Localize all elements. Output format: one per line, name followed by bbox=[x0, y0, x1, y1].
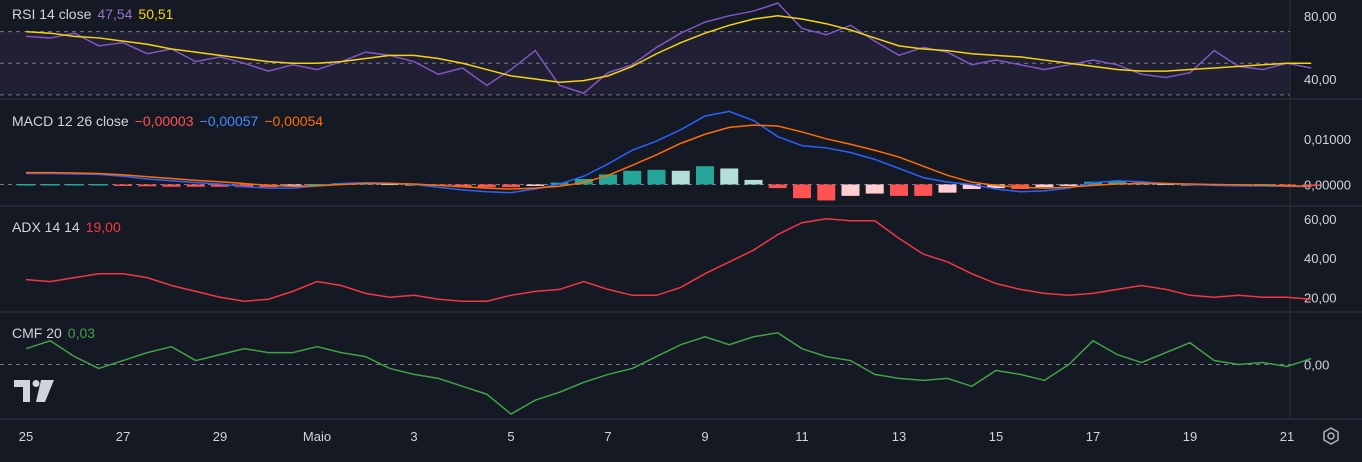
x-axis-label: 25 bbox=[19, 429, 33, 444]
macd-histogram-bar bbox=[17, 184, 35, 186]
y-axis-tick-label: 0,01000 bbox=[1304, 132, 1351, 147]
macd-line-legend-value: −0,00057 bbox=[199, 113, 259, 129]
x-axis-label: 9 bbox=[701, 429, 708, 444]
y-axis-tick-label: 60,00 bbox=[1304, 212, 1337, 227]
macd-histogram-bar bbox=[623, 170, 642, 185]
x-axis-label: 17 bbox=[1086, 429, 1100, 444]
macd-histogram-bar bbox=[89, 184, 108, 186]
macd-histogram-bar bbox=[186, 184, 205, 187]
macd-line bbox=[26, 110, 1312, 194]
macd-histogram-bar bbox=[211, 184, 229, 187]
y-axis-tick-label: 40,00 bbox=[1304, 72, 1337, 87]
macd-histogram-bar bbox=[65, 184, 84, 186]
macd-histogram-bar bbox=[720, 168, 739, 185]
settings-icon[interactable] bbox=[1320, 425, 1342, 447]
macd-signal-line bbox=[26, 124, 1312, 190]
rsi-legend-value: 47,54 bbox=[97, 6, 133, 22]
macd-histogram-bar bbox=[1035, 184, 1054, 188]
x-axis-label: 7 bbox=[604, 429, 611, 444]
macd-histogram-bar bbox=[502, 184, 520, 188]
x-axis-label: Maio bbox=[303, 429, 331, 444]
macd-histogram-bar bbox=[768, 184, 787, 189]
macd-histogram-bar bbox=[744, 179, 763, 185]
rsi-ma-line bbox=[25, 15, 1312, 83]
macd-histogram-bar bbox=[1108, 181, 1127, 185]
macd-histogram-bar bbox=[647, 169, 666, 185]
macd-histogram-bar bbox=[841, 184, 860, 196]
macd-histogram-bar bbox=[162, 184, 181, 187]
y-axis-tick-label: 0,00 bbox=[1304, 358, 1329, 373]
adx-legend-value: 19,00 bbox=[85, 219, 121, 235]
macd-histogram-bar bbox=[987, 184, 1005, 189]
adx-line bbox=[25, 218, 1312, 302]
macd-histogram-bar bbox=[114, 184, 132, 186]
rsi-legend: RSI 14 close 47,54 50,51 bbox=[12, 6, 179, 22]
macd-histogram-bar bbox=[574, 178, 593, 185]
macd-histogram-bar bbox=[1059, 184, 1078, 186]
macd-histogram-bar bbox=[477, 184, 496, 188]
y-axis-tick-label: 0,00000 bbox=[1304, 177, 1351, 192]
macd-histogram-bar bbox=[308, 184, 326, 186]
macd-histogram-bar bbox=[41, 184, 60, 186]
macd-histogram-bar bbox=[817, 184, 836, 201]
macd-legend-name: MACD 12 26 close bbox=[12, 113, 129, 129]
x-axis-label: 27 bbox=[116, 429, 130, 444]
macd-histogram-bar bbox=[1302, 184, 1321, 186]
rsi-line bbox=[25, 2, 1312, 95]
macd-histogram-bar bbox=[865, 184, 884, 194]
macd-histogram-bar bbox=[962, 184, 981, 190]
macd-histogram-bar bbox=[526, 184, 545, 186]
macd-histogram-bar bbox=[138, 184, 157, 187]
macd-histogram-bar bbox=[793, 184, 811, 199]
macd-histogram-bar bbox=[235, 184, 254, 188]
x-axis-label: 13 bbox=[892, 429, 906, 444]
macd-histogram-bar bbox=[938, 184, 957, 193]
x-axis-label: 11 bbox=[795, 429, 809, 444]
cmf-legend: CMF 20 0,03 bbox=[12, 325, 101, 341]
x-axis-label: 21 bbox=[1280, 429, 1294, 444]
y-axis-tick-label: 20,00 bbox=[1304, 290, 1337, 305]
rsi-ma-legend-value: 50,51 bbox=[138, 6, 174, 22]
x-axis-label: 5 bbox=[507, 429, 514, 444]
cmf-legend-value: 0,03 bbox=[67, 325, 96, 341]
macd-histogram-bar bbox=[283, 184, 302, 187]
cmf-line bbox=[25, 332, 1312, 415]
cmf-legend-name: CMF 20 bbox=[12, 325, 62, 341]
macd-histogram-bar bbox=[696, 166, 714, 185]
y-axis-tick-label: 40,00 bbox=[1304, 251, 1337, 266]
macd-histogram-bar bbox=[453, 184, 472, 188]
adx-legend-name: ADX 14 14 bbox=[12, 219, 80, 235]
macd-hist-legend-value: −0,00003 bbox=[134, 113, 194, 129]
x-axis-label: 29 bbox=[213, 429, 227, 444]
macd-histogram-bar bbox=[890, 184, 908, 196]
macd-histogram-bar bbox=[914, 184, 933, 196]
macd-signal-legend-value: −0,00054 bbox=[264, 113, 324, 129]
macd-histogram-bar bbox=[599, 174, 617, 185]
x-axis-label: 19 bbox=[1183, 429, 1197, 444]
x-axis-label: 15 bbox=[989, 429, 1003, 444]
x-axis-label: 3 bbox=[410, 429, 417, 444]
tradingview-logo[interactable] bbox=[14, 378, 56, 404]
rsi-legend-name: RSI 14 close bbox=[12, 6, 92, 22]
y-axis-tick-label: 80,00 bbox=[1304, 9, 1337, 24]
adx-legend: ADX 14 14 19,00 bbox=[12, 219, 127, 235]
macd-legend: MACD 12 26 close −0,00003 −0,00057 −0,00054 bbox=[12, 113, 329, 129]
macd-histogram-bar bbox=[671, 170, 690, 185]
